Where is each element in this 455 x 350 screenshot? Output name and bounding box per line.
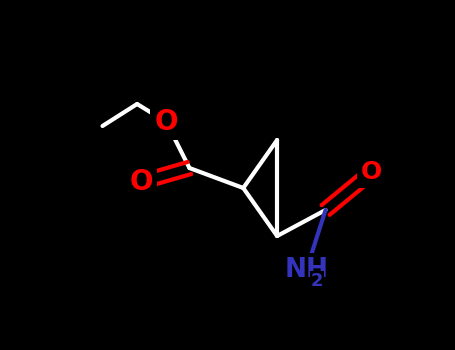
Text: NH: NH: [284, 257, 329, 283]
Text: O: O: [155, 108, 178, 136]
Text: 2: 2: [311, 272, 323, 289]
Text: O: O: [361, 160, 382, 184]
Text: O: O: [129, 168, 153, 196]
